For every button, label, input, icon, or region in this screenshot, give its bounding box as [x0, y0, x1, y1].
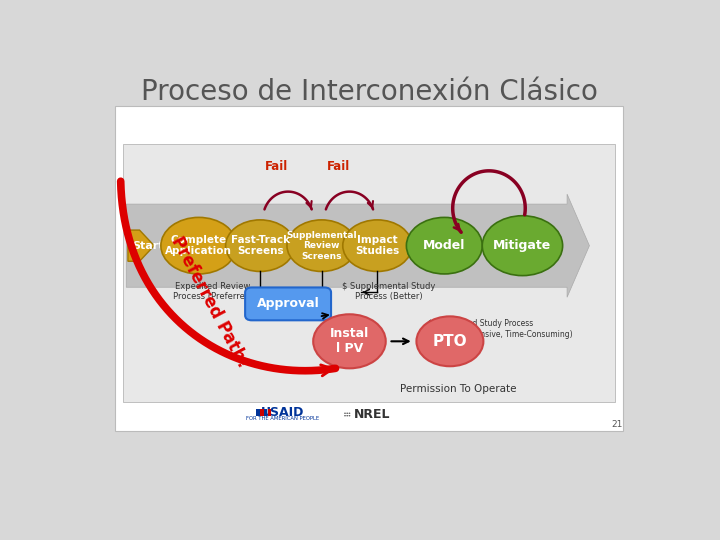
- Polygon shape: [128, 230, 154, 261]
- Circle shape: [225, 220, 294, 272]
- Text: Fail: Fail: [265, 160, 289, 173]
- Circle shape: [346, 415, 348, 416]
- Text: Proceso de Interconexión Clásico: Proceso de Interconexión Clásico: [140, 78, 598, 106]
- Text: Model: Model: [423, 239, 466, 252]
- Circle shape: [482, 216, 562, 275]
- Text: $$$ Detailed Study Process
(Slower, Expensive, Time-Consuming): $$$ Detailed Study Process (Slower, Expe…: [428, 319, 572, 339]
- Bar: [256, 409, 260, 416]
- Circle shape: [344, 413, 346, 414]
- Circle shape: [346, 413, 348, 414]
- Circle shape: [344, 415, 346, 416]
- Circle shape: [348, 413, 351, 414]
- Circle shape: [343, 220, 412, 272]
- Text: Approval: Approval: [257, 298, 320, 310]
- Text: Mitigate: Mitigate: [493, 239, 552, 252]
- Text: Fail: Fail: [327, 160, 350, 173]
- Text: USAID: USAID: [261, 406, 304, 420]
- Text: $ Supplemental Study
Process (Better): $ Supplemental Study Process (Better): [342, 282, 435, 301]
- Text: Start: Start: [132, 241, 163, 251]
- Text: FOR THE AMERICAN PEOPLE: FOR THE AMERICAN PEOPLE: [246, 416, 319, 421]
- Circle shape: [416, 316, 483, 366]
- FancyBboxPatch shape: [115, 106, 623, 431]
- Circle shape: [313, 314, 386, 368]
- Text: Supplemental
Review
Screens: Supplemental Review Screens: [287, 231, 357, 261]
- Text: Complete
Application: Complete Application: [166, 235, 233, 256]
- Text: Preferred Path!: Preferred Path!: [168, 233, 252, 370]
- Text: Expedited Review
Process (Preferred): Expedited Review Process (Preferred): [173, 282, 253, 301]
- Text: 21: 21: [611, 420, 623, 429]
- Text: Impact
Studies: Impact Studies: [355, 235, 400, 256]
- Bar: [268, 409, 271, 416]
- Text: NREL: NREL: [354, 408, 390, 421]
- Text: Fast-Track
Screens: Fast-Track Screens: [230, 235, 289, 256]
- Text: Permission To Operate: Permission To Operate: [400, 384, 516, 394]
- Circle shape: [406, 218, 482, 274]
- Polygon shape: [126, 194, 590, 297]
- Bar: [264, 409, 267, 416]
- Text: PTO: PTO: [433, 334, 467, 349]
- Circle shape: [161, 218, 237, 274]
- Text: Instal
l PV: Instal l PV: [330, 327, 369, 355]
- Bar: [260, 409, 264, 416]
- FancyBboxPatch shape: [245, 287, 331, 320]
- FancyBboxPatch shape: [124, 144, 615, 402]
- Circle shape: [348, 415, 351, 416]
- Circle shape: [287, 220, 356, 272]
